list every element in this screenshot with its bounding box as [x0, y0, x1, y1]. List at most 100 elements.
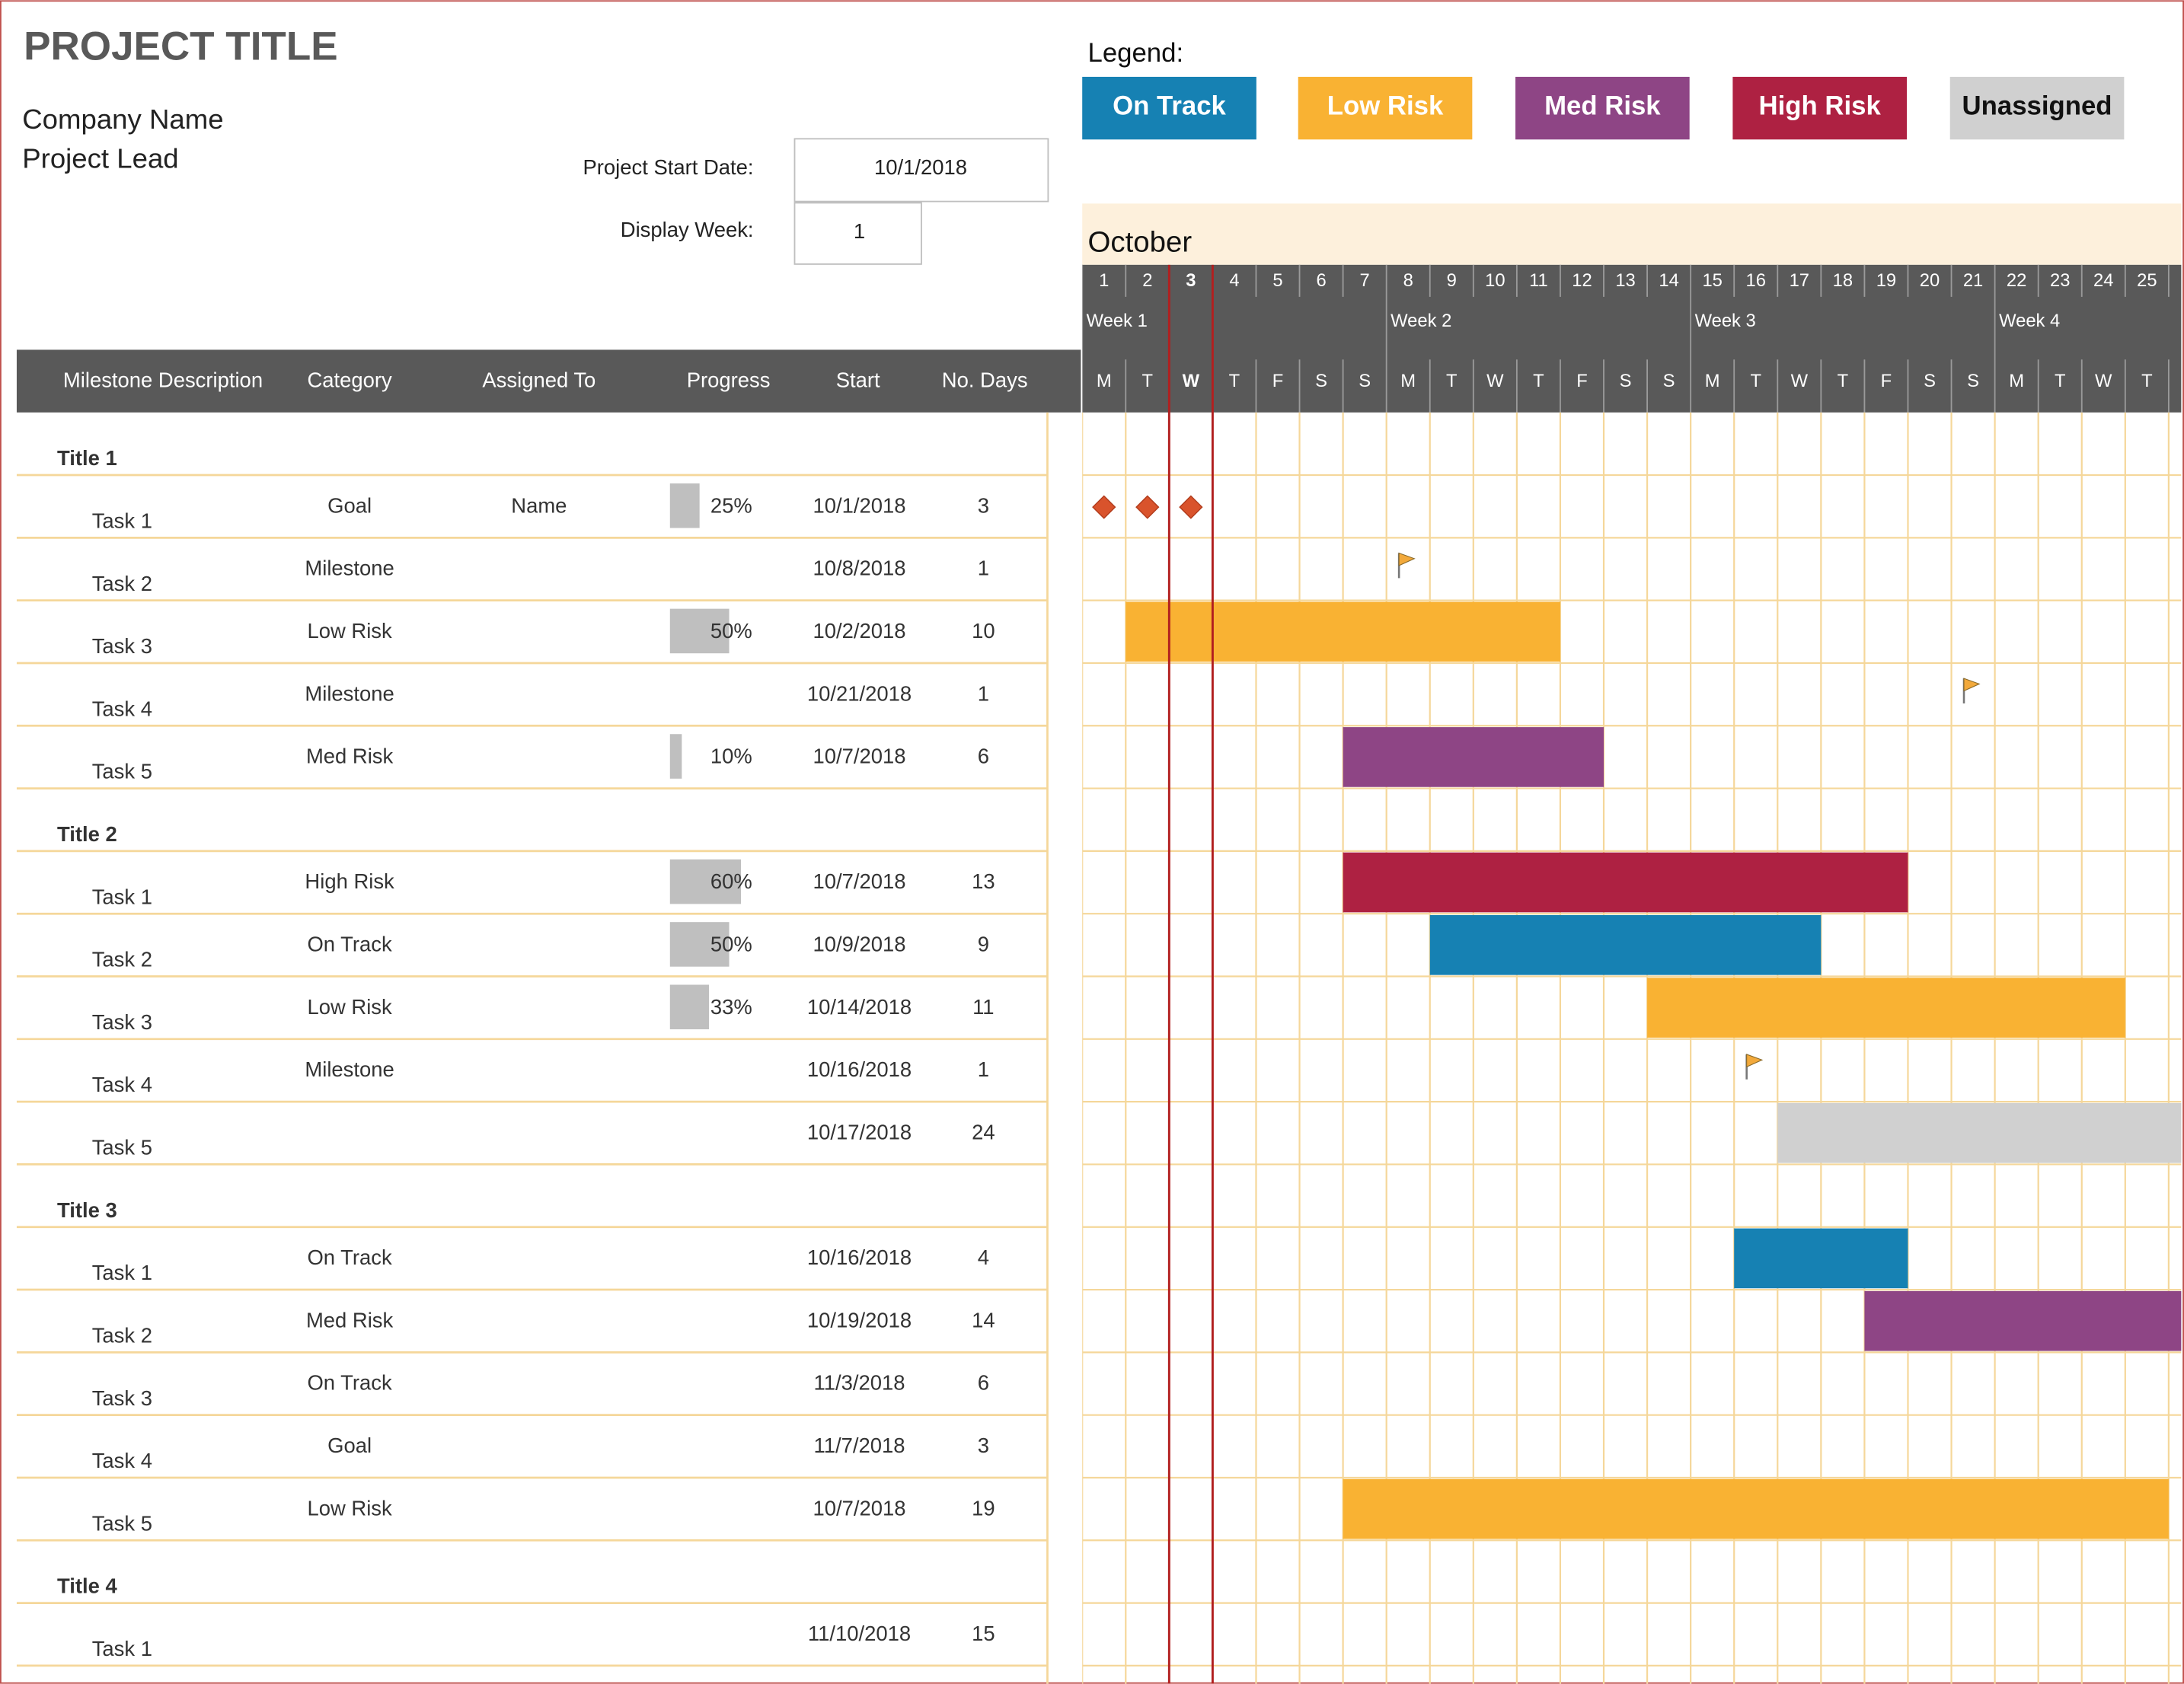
day-number: 10 [1485, 270, 1505, 291]
column-header: Category [307, 368, 392, 392]
task-bar [1734, 1228, 1908, 1289]
task-start: 10/9/2018 [813, 933, 906, 956]
task-days: 9 [978, 933, 989, 956]
task-category: Low Risk [307, 619, 392, 643]
weekday: W [1183, 371, 1200, 391]
day-number: 25 [2137, 270, 2157, 291]
column-header: Milestone Description [63, 368, 263, 392]
week-label: Week 2 [1391, 311, 1451, 331]
display-week-value: 1 [854, 219, 865, 243]
task-start: 10/14/2018 [807, 995, 912, 1019]
weekday: T [2141, 371, 2153, 391]
calendar-header [1082, 264, 2182, 413]
table-header [16, 349, 1081, 413]
task-start: 11/3/2018 [814, 1371, 905, 1395]
task-name: Task 2 [92, 1323, 152, 1347]
week-label: Week 1 [1087, 311, 1148, 331]
task-name: Task 1 [92, 885, 152, 908]
weekday: T [1750, 371, 1761, 391]
day-number: 7 [1360, 270, 1370, 291]
day-number: 20 [1920, 270, 1940, 291]
task-name: Task 4 [92, 697, 152, 720]
project-title: PROJECT TITLE [24, 24, 338, 69]
task-days: 14 [972, 1308, 995, 1332]
column-header: Assigned To [482, 368, 595, 392]
task-start: 10/21/2018 [807, 681, 912, 705]
column-header: Progress [687, 368, 771, 392]
weekday: S [1620, 371, 1632, 391]
day-number: 18 [1833, 270, 1853, 291]
task-start: 10/17/2018 [807, 1120, 912, 1143]
progress-label: 60% [710, 869, 752, 893]
start-date-box[interactable] [793, 138, 1049, 203]
legend-swatch [1082, 76, 1256, 140]
day-number: 3 [1186, 270, 1196, 291]
task-bar [1126, 601, 1560, 662]
day-number: 23 [2050, 270, 2070, 291]
task-start: 10/19/2018 [807, 1308, 912, 1332]
legend-label: Low Risk [1327, 91, 1444, 120]
column-header: Start [836, 368, 880, 392]
weekday: M [2009, 371, 2024, 391]
progress-bar [669, 922, 730, 967]
task-category: Low Risk [307, 1496, 392, 1520]
task-days: 3 [978, 493, 989, 517]
task-bar [1343, 852, 1908, 913]
weekday: M [1705, 371, 1720, 391]
display-week-box[interactable] [793, 202, 922, 265]
task-category: Milestone [305, 681, 394, 705]
weekday: W [1486, 371, 1504, 391]
week-label: Week 3 [1695, 311, 1756, 331]
goal-diamond [1092, 495, 1116, 519]
task-category: Med Risk [306, 745, 394, 768]
day-number: 13 [1615, 270, 1635, 291]
task-days: 10 [972, 619, 995, 643]
progress-bar [669, 608, 730, 654]
legend-swatch [1732, 76, 1908, 140]
task-name: Task 3 [92, 634, 152, 658]
milestone-flag [1962, 678, 1981, 704]
task-days: 19 [972, 1496, 995, 1520]
milestone-flag [1745, 1054, 1764, 1080]
weekday: S [1359, 371, 1371, 391]
task-bar [1343, 1478, 2169, 1539]
weekday: M [1400, 371, 1416, 391]
task-category: High Risk [305, 869, 394, 893]
legend-title: Legend: [1088, 39, 1184, 68]
task-start: 10/7/2018 [813, 1496, 906, 1520]
day-number: 14 [1659, 270, 1678, 291]
task-category: Milestone [305, 1057, 394, 1081]
task-name: Task 4 [92, 1073, 152, 1096]
day-number: 2 [1142, 270, 1152, 291]
company-name: Company Name [22, 104, 223, 135]
day-number: 15 [1702, 270, 1722, 291]
task-category: Med Risk [306, 1308, 394, 1332]
day-number: 1 [1099, 270, 1109, 291]
weekday: S [1967, 371, 1979, 391]
task-start: 11/7/2018 [814, 1434, 905, 1457]
weekday: S [1924, 371, 1936, 391]
task-name: Task 4 [92, 1449, 152, 1472]
task-start: 10/1/2018 [813, 493, 906, 517]
weekday: F [1881, 371, 1892, 391]
weekday: T [1229, 371, 1240, 391]
task-category: Milestone [305, 557, 394, 580]
day-number: 21 [1963, 270, 1983, 291]
task-category: On Track [307, 933, 392, 956]
project-lead: Project Lead [22, 142, 178, 174]
progress-label: 10% [710, 745, 752, 768]
task-start: 10/16/2018 [807, 1057, 912, 1081]
task-start: 10/8/2018 [813, 557, 906, 580]
progress-label: 50% [710, 619, 752, 643]
progress-label: 25% [710, 493, 752, 517]
legend-swatch [1298, 76, 1473, 140]
task-category: On Track [307, 1245, 392, 1269]
task-name: Task 3 [92, 1386, 152, 1410]
task-name: Task 3 [92, 1010, 152, 1034]
task-days: 15 [972, 1622, 995, 1645]
progress-bar [669, 734, 682, 779]
task-days: 11 [972, 995, 994, 1019]
task-bar [1343, 727, 1604, 787]
progress-label: 33% [710, 995, 752, 1019]
